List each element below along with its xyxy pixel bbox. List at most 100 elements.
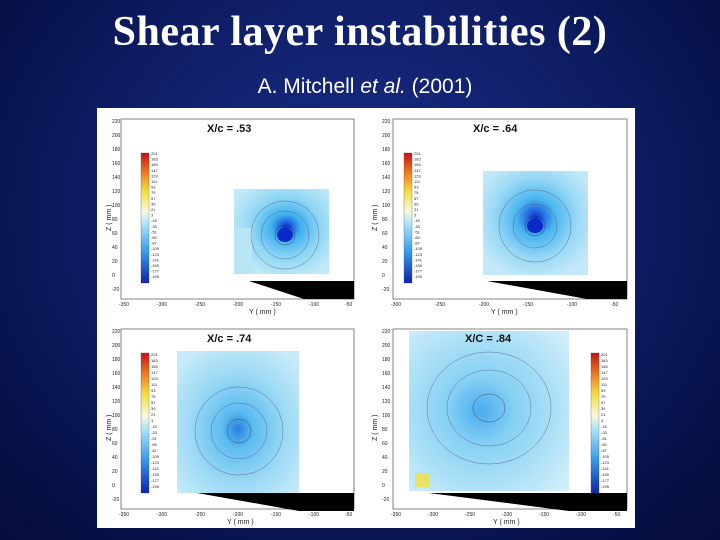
- colorbar-label: -51: [151, 229, 158, 234]
- y-tick: 180: [112, 147, 121, 153]
- colorbar-label: -141: [151, 257, 160, 262]
- y-tick: 40: [112, 455, 118, 461]
- x-tick: -100: [309, 302, 319, 308]
- colorbar-label: 147: [414, 168, 421, 173]
- y-tick: 180: [382, 147, 391, 153]
- colorbar-label: 93: [601, 388, 606, 393]
- x-tick: -350: [391, 512, 401, 518]
- figure-image: X/c = .53 Y ( mm ) Z ( mm ) -350 -300 -2…: [97, 108, 635, 528]
- colorbar-label: 183: [151, 358, 158, 363]
- x-axis-label: Y ( mm ): [491, 309, 518, 316]
- colorbar-label: 57: [601, 400, 606, 405]
- y-tick-labels: 220 200 180 160 140 120 100 80 60 40 20 …: [112, 119, 121, 293]
- colorbar-label: 21: [151, 207, 156, 212]
- y-tick: 220: [382, 329, 391, 335]
- colorbar-label: -51: [151, 436, 158, 441]
- colorbar-labels: 20118316514712911193755739213-15-33-51-6…: [601, 352, 610, 489]
- colorbar-labels: 20118316514712911193755739213-15-33-51-6…: [414, 151, 423, 279]
- colorbar-label: -195: [151, 484, 160, 489]
- y-axis-label: Z ( mm ): [106, 205, 113, 231]
- x-tick: -300: [157, 302, 167, 308]
- y-tick: 60: [382, 441, 388, 447]
- y-tick: 140: [382, 175, 391, 181]
- x-tick-labels: -350 -300 -250 -200 -150 -100 -50: [119, 302, 352, 308]
- colorbar-label: 111: [414, 179, 421, 184]
- x-axis-label: Y ( mm ): [493, 519, 520, 526]
- colorbar-label: 39: [414, 201, 419, 206]
- plot-panel-xc-053: X/c = .53 Y ( mm ) Z ( mm ) -350 -300 -2…: [99, 113, 357, 318]
- colorbar-label: 57: [151, 400, 156, 405]
- y-tick: 160: [112, 161, 121, 167]
- colorbar-label: -195: [414, 274, 423, 279]
- subtitle-authors: A. Mitchell: [257, 75, 361, 98]
- colorbar-label: 165: [601, 364, 608, 369]
- x-tick: -250: [465, 512, 475, 518]
- colorbar-label: 129: [414, 173, 421, 178]
- y-axis-label: Z ( mm ): [372, 205, 379, 231]
- y-tick: 80: [382, 427, 388, 433]
- colorbar-label: -177: [601, 478, 610, 483]
- plot-panel-xc-074: X/c = .74 Y ( mm ) Z ( mm ) -350 -300 -2…: [99, 323, 357, 528]
- colorbar-label: 165: [414, 162, 421, 167]
- colorbar-label: 201: [151, 352, 158, 357]
- x-tick-labels: -300 -250 -200 -150 -100 -50: [391, 302, 618, 308]
- colorbar-label: 75: [151, 394, 156, 399]
- colorbar-label: 57: [414, 196, 419, 201]
- colorbar-label: -87: [151, 241, 158, 246]
- colorbar-label: -15: [414, 218, 421, 223]
- colorbar-label: 21: [601, 412, 606, 417]
- y-tick: 200: [382, 133, 391, 139]
- y-tick: 220: [112, 119, 121, 125]
- x-tick: -150: [523, 302, 533, 308]
- x-tick: -200: [502, 512, 512, 518]
- y-tick: 100: [382, 413, 391, 419]
- x-tick: -150: [271, 302, 281, 308]
- x-tick: -250: [435, 302, 445, 308]
- y-tick: 220: [382, 119, 391, 125]
- x-tick: -100: [309, 512, 319, 518]
- colorbar-label: 183: [414, 157, 421, 162]
- colorbar-label: -105: [151, 246, 160, 251]
- colorbar-label: 201: [601, 352, 608, 357]
- colorbar-label: 201: [151, 151, 158, 156]
- y-tick: 140: [112, 175, 121, 181]
- colorbar-label: -123: [151, 460, 160, 465]
- colorbar-label: -177: [151, 269, 160, 274]
- colorbar-label: 3: [414, 213, 417, 218]
- colorbar-label: 201: [414, 151, 421, 156]
- y-tick: 120: [382, 189, 391, 195]
- x-tick: -250: [195, 302, 205, 308]
- colorbar-label: -69: [151, 235, 158, 240]
- colorbar-label: 129: [151, 376, 158, 381]
- y-tick: 100: [112, 203, 121, 209]
- colorbar-label: -33: [151, 430, 158, 435]
- y-tick: -20: [112, 497, 119, 503]
- y-tick: 120: [112, 189, 121, 195]
- y-tick: 0: [112, 483, 115, 489]
- colorbar-labels: 20118316514712911193755739213-15-33-51-6…: [151, 151, 160, 279]
- colorbar-label: -87: [601, 448, 608, 453]
- panel-label: X/c = .64: [473, 123, 518, 135]
- plot-panel-xc-064: X/c = .64 Y ( mm ) Z ( mm ) -300 -250 -2…: [369, 113, 633, 318]
- colorbar-label: -33: [601, 430, 608, 435]
- colorbar-label: -87: [414, 241, 421, 246]
- colorbar-label: 165: [151, 162, 158, 167]
- colorbar-label: -141: [601, 466, 610, 471]
- colorbar-label: 129: [601, 376, 608, 381]
- colorbar-label: -15: [151, 424, 158, 429]
- colorbar-label: 21: [414, 207, 419, 212]
- x-tick: -200: [233, 512, 243, 518]
- colorbar-label: -105: [601, 454, 610, 459]
- y-tick: 100: [382, 203, 391, 209]
- plot-panel-canvas: X/c = .64 Y ( mm ) Z ( mm ) -300 -250 -2…: [372, 118, 628, 316]
- y-tick: 80: [112, 217, 118, 223]
- colorbar-label: -159: [151, 263, 160, 268]
- colorbar-label: -51: [414, 229, 421, 234]
- y-tick: 60: [112, 441, 118, 447]
- y-tick: 140: [112, 385, 121, 391]
- colorbar-label: 93: [151, 185, 156, 190]
- colorbar-label: -177: [414, 269, 423, 274]
- colorbar-label: 75: [151, 190, 156, 195]
- y-tick: 160: [112, 371, 121, 377]
- colorbar-label: -33: [414, 224, 421, 229]
